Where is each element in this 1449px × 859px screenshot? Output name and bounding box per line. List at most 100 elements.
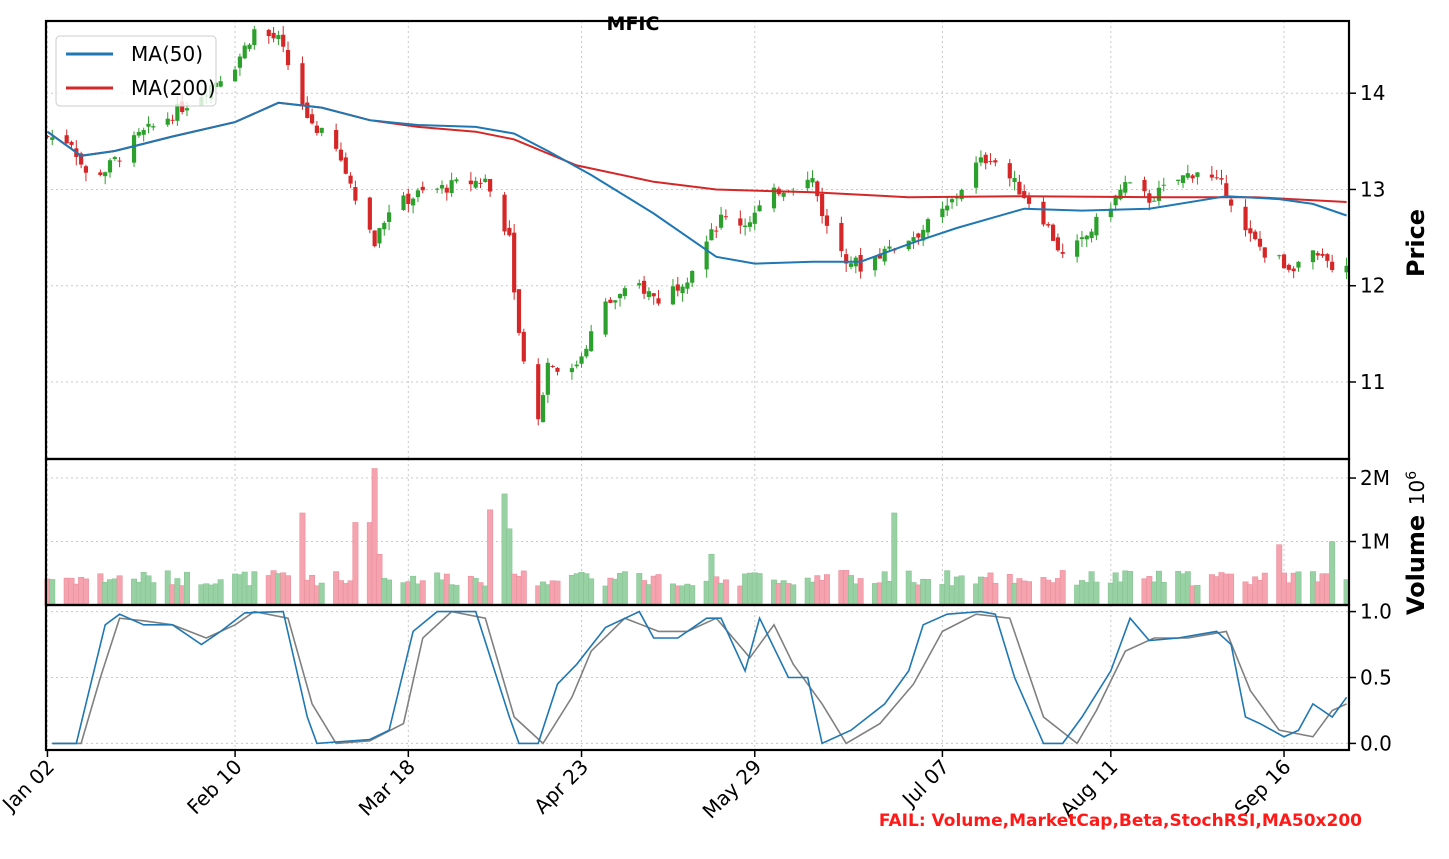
candle-body <box>574 364 579 367</box>
candle-body <box>1214 177 1219 179</box>
candle-body <box>1050 224 1056 241</box>
candle-body <box>603 301 608 335</box>
candle-body <box>820 193 825 217</box>
candle-body <box>338 149 344 161</box>
candle-body <box>1012 178 1017 182</box>
candle-body <box>1055 237 1060 251</box>
candle-body <box>444 187 449 193</box>
candle-body <box>887 246 892 249</box>
candle-body <box>276 35 281 39</box>
candle-body <box>656 298 661 304</box>
price-tick-label: 13 <box>1360 177 1385 201</box>
candle-body <box>1286 264 1291 270</box>
candle-body <box>45 136 50 138</box>
candle-body <box>454 179 459 182</box>
candle-body <box>165 118 170 125</box>
candle-body <box>141 130 146 135</box>
candle-body <box>516 289 522 333</box>
candle-body <box>266 29 271 37</box>
candle-body <box>704 241 709 270</box>
candle-body <box>1113 195 1118 206</box>
candle-body <box>1127 182 1133 184</box>
candle-body <box>1315 253 1320 256</box>
volume-bar <box>756 573 763 606</box>
candle-body <box>680 286 685 294</box>
volume-bar <box>419 580 426 606</box>
axes: 11 12 13 14 1M 2M 106 0.0 0.5 1.0 Jan 02 Feb 10 Mar … <box>0 81 1429 823</box>
candle-body <box>1281 254 1287 269</box>
candle-body <box>641 280 647 294</box>
volume-bar <box>958 575 965 606</box>
candle-body <box>1219 178 1224 180</box>
candle-body <box>151 126 156 128</box>
volume-bar <box>318 582 325 606</box>
candle-body <box>921 229 926 241</box>
stoch-tick-label: 0.0 <box>1360 731 1392 755</box>
stoch-k-line <box>52 610 1348 745</box>
candle-body <box>507 227 512 236</box>
candle-body <box>367 197 372 230</box>
candle-body <box>805 179 810 189</box>
candle-body <box>1344 265 1349 273</box>
candle-body <box>911 237 916 242</box>
candle-body <box>978 157 984 163</box>
candle-body <box>540 395 546 423</box>
x-tick-label: Mar 18 <box>354 755 420 821</box>
candle-body <box>1229 199 1234 206</box>
candle-body <box>170 119 175 121</box>
candle-body <box>1142 179 1147 192</box>
candle-body <box>252 29 257 46</box>
candle-body <box>69 141 74 145</box>
fail-status-text: FAIL: Volume,MarketCap,Beta,StochRSI,MA5… <box>879 811 1362 831</box>
volume-tick-label: 2M <box>1360 466 1390 490</box>
volume-bar <box>217 579 224 606</box>
candle-body <box>1224 183 1229 196</box>
volume-bar <box>925 579 931 606</box>
x-tick-label: Jan 02 <box>0 755 59 818</box>
candle-body <box>406 193 411 205</box>
legend: MA(50) MA(200) <box>55 35 217 107</box>
price-tick-label: 11 <box>1360 370 1385 394</box>
legend-ma200-label: MA(200) <box>131 76 216 100</box>
candle-body <box>1253 231 1258 240</box>
volume-bar <box>992 582 999 606</box>
candle-body <box>512 232 517 293</box>
candle-body <box>646 291 651 297</box>
candle-body <box>64 135 69 144</box>
candle-body <box>569 368 575 373</box>
candle-body <box>925 219 931 233</box>
price-panel-frame <box>44 19 1351 461</box>
x-tick-label: Apr 23 <box>529 755 593 819</box>
candle-body <box>468 180 473 185</box>
volume-bar <box>722 579 729 606</box>
candle-body <box>848 263 854 267</box>
candle-body <box>1243 206 1248 231</box>
candle-body <box>1161 184 1166 186</box>
candle-body <box>949 199 955 203</box>
candle-body <box>117 160 122 162</box>
candle-body <box>550 366 555 368</box>
candle-body <box>309 114 315 124</box>
candle-body <box>1180 175 1186 183</box>
volume-bar <box>184 571 190 606</box>
candle-body <box>714 230 719 232</box>
candle-body <box>709 229 714 241</box>
candle-body <box>617 294 623 299</box>
volume-tick-label: 1M <box>1360 530 1390 554</box>
candle-body <box>415 190 421 198</box>
volume-bar <box>82 578 89 606</box>
candle-body <box>839 222 844 252</box>
volume-bar <box>588 578 595 606</box>
candle-body <box>1118 189 1123 200</box>
candle-body <box>536 364 541 420</box>
volume-bar <box>1194 584 1201 606</box>
candle-body <box>1176 179 1181 181</box>
candle-body <box>271 32 276 39</box>
candle-body <box>781 192 786 197</box>
candle-body <box>959 189 964 200</box>
candle-body <box>579 356 584 364</box>
ma50-line <box>46 101 1347 265</box>
candle-body <box>300 63 305 106</box>
volume-bars <box>44 468 1350 606</box>
